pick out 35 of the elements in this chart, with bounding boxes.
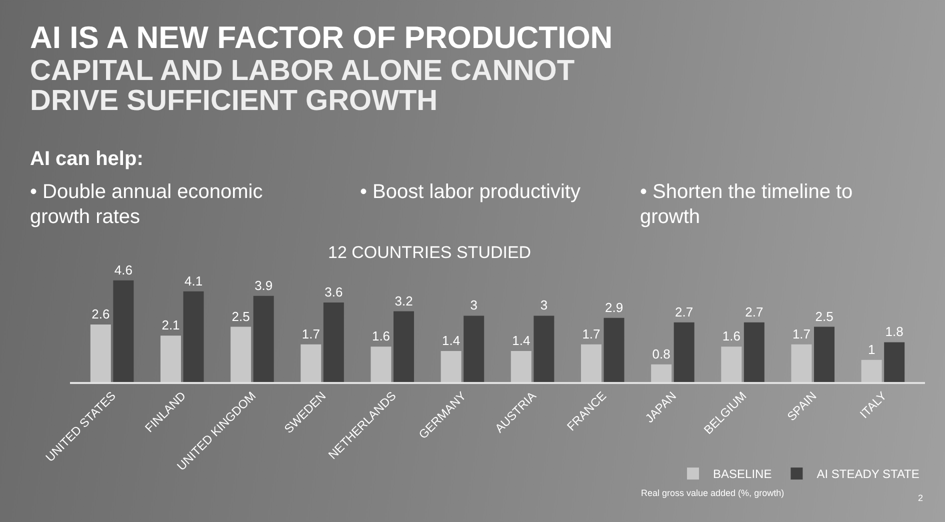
data-label: 2.9 [604,300,624,315]
text: AI can help: [30,148,144,171]
data-label: 2.5 [232,308,250,324]
data-label: 2.7 [675,304,694,320]
text: • Shorten the timeline to growth [640,180,854,230]
data-label: 2.5 [815,308,834,324]
chart-subtitle: CAPITAL AND LABOR ALONE CANNOT DRIVE SUFFICIENT GROWTH [30,55,576,117]
data-label: 1.6 [722,328,740,344]
chart-title: AI IS A NEW FACTOR OF PRODUCTION [30,20,613,55]
text: • Double annual economic growth rates [30,180,264,230]
text: 2 [918,493,924,503]
data-label: 1.4 [512,333,530,348]
data-label: 3.6 [324,284,343,300]
data-label: 3.9 [254,278,273,293]
data-label: 2.7 [745,304,764,320]
data-label: 3.2 [394,293,413,308]
data-label: 3 [470,298,478,313]
data-label: 1.7 [792,326,811,342]
data-label: 4.6 [114,262,132,278]
data-label: 1.7 [582,326,600,342]
data-label: 2.6 [92,306,110,322]
text: • Boost labor productivity [360,180,582,205]
data-label: 4.1 [184,273,203,288]
data-label: 1.7 [302,326,320,342]
legend-label: AI STEADY STATE [816,467,920,482]
data-label: 0.8 [652,346,670,362]
data-label: 1 [868,342,876,357]
data-label: 3 [540,298,548,313]
data-label: 1.4 [442,333,460,348]
data-label: 1.8 [885,324,904,340]
legend-label: BASELINE [713,467,772,482]
text: 12 COUNTRIES STUDIED [328,243,532,262]
data-label: 1.6 [372,328,390,344]
text: Real gross value added (%, growth) [641,488,784,498]
data-label: 2.1 [162,318,180,333]
